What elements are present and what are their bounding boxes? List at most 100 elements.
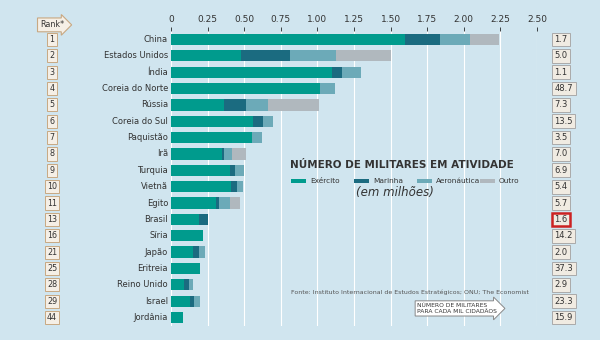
Bar — [171, 116, 253, 127]
Bar — [231, 181, 237, 192]
Bar — [342, 67, 361, 78]
Bar — [171, 295, 190, 307]
Text: Outro: Outro — [499, 178, 520, 184]
Text: 28: 28 — [47, 280, 57, 289]
Text: NÚMERO DE MILITARES EM ATIVIDADE: NÚMERO DE MILITARES EM ATIVIDADE — [290, 160, 514, 170]
Text: 13.5: 13.5 — [554, 117, 573, 126]
Bar — [290, 50, 337, 62]
Text: 15.9: 15.9 — [554, 313, 573, 322]
Text: Reino Unido: Reino Unido — [118, 280, 168, 289]
Text: Israel: Israel — [145, 296, 168, 306]
Text: 44: 44 — [47, 313, 57, 322]
Bar — [230, 165, 235, 176]
Text: (em milhões): (em milhões) — [356, 186, 434, 199]
Bar — [171, 181, 231, 192]
Text: 5: 5 — [49, 100, 55, 109]
Text: 2.9: 2.9 — [554, 280, 568, 289]
Text: NÚMERO DE MILITARES
PARA CADA MIL CIDADÃOS: NÚMERO DE MILITARES PARA CADA MIL CIDADÃ… — [417, 303, 497, 314]
Bar — [171, 263, 200, 274]
Bar — [217, 198, 220, 208]
Text: Rússia: Rússia — [141, 100, 168, 109]
Text: 10: 10 — [47, 182, 57, 191]
Text: 3.5: 3.5 — [554, 133, 568, 142]
Text: Exército: Exército — [310, 178, 340, 184]
Bar — [222, 149, 224, 159]
Bar — [171, 246, 193, 258]
Text: 48.7: 48.7 — [554, 84, 573, 93]
Text: 7.3: 7.3 — [554, 100, 568, 109]
Text: 2.0: 2.0 — [554, 248, 568, 257]
Text: Jordânia: Jordânia — [134, 313, 168, 322]
Bar — [480, 179, 494, 183]
Bar — [263, 116, 274, 127]
Text: 6: 6 — [49, 117, 55, 126]
Text: 5.7: 5.7 — [554, 199, 568, 207]
Text: Coreia do Norte: Coreia do Norte — [101, 84, 168, 93]
Text: 1.6: 1.6 — [554, 215, 568, 224]
Text: Egito: Egito — [146, 199, 168, 207]
Text: Vietnã: Vietnã — [141, 182, 168, 191]
Bar — [224, 99, 245, 110]
Text: Eritreia: Eritreia — [137, 264, 168, 273]
Bar — [470, 34, 499, 45]
Text: 2: 2 — [49, 51, 55, 61]
Bar — [235, 165, 244, 176]
Text: 13: 13 — [47, 215, 57, 224]
Text: 1.1: 1.1 — [554, 68, 568, 77]
Bar — [417, 179, 431, 183]
Bar — [251, 132, 262, 143]
Text: Irã: Irã — [157, 150, 168, 158]
Text: Japão: Japão — [145, 248, 168, 257]
Bar — [268, 99, 319, 110]
Text: 5.0: 5.0 — [554, 51, 568, 61]
Text: Índia: Índia — [147, 68, 168, 77]
Bar — [405, 34, 440, 45]
Bar — [230, 198, 240, 208]
Text: Rank*: Rank* — [40, 20, 64, 29]
Text: 1: 1 — [49, 35, 55, 44]
Bar — [245, 99, 268, 110]
Bar — [199, 246, 205, 258]
Bar — [171, 165, 230, 176]
Bar — [220, 198, 230, 208]
Bar — [320, 83, 335, 94]
Bar — [354, 179, 368, 183]
Bar — [241, 50, 290, 62]
Bar — [237, 181, 243, 192]
Bar — [171, 214, 199, 225]
Bar — [253, 116, 263, 127]
Text: 37.3: 37.3 — [554, 264, 574, 273]
Text: 4: 4 — [49, 84, 55, 93]
Text: Marinha: Marinha — [373, 178, 403, 184]
Text: 29: 29 — [47, 296, 57, 306]
Bar — [171, 50, 241, 62]
Bar — [171, 99, 224, 110]
Bar — [171, 230, 203, 241]
Bar — [171, 34, 405, 45]
Bar — [440, 34, 470, 45]
Text: 3: 3 — [49, 68, 55, 77]
Text: Aeronáutica: Aeronáutica — [436, 178, 480, 184]
Bar — [337, 50, 391, 62]
Text: 11: 11 — [47, 199, 57, 207]
Text: 1.7: 1.7 — [554, 35, 568, 44]
Bar — [171, 312, 183, 323]
Text: Síria: Síria — [149, 231, 168, 240]
Bar — [184, 279, 188, 290]
Bar — [171, 198, 217, 208]
Bar — [171, 83, 320, 94]
Text: Brasil: Brasil — [145, 215, 168, 224]
Text: Turquia: Turquia — [137, 166, 168, 175]
Bar — [188, 279, 193, 290]
Text: China: China — [144, 35, 168, 44]
Text: 7.0: 7.0 — [554, 150, 568, 158]
Text: 14.2: 14.2 — [554, 231, 573, 240]
Text: 16: 16 — [47, 231, 57, 240]
Bar — [171, 279, 184, 290]
Text: 5.4: 5.4 — [554, 182, 568, 191]
Text: Paquistão: Paquistão — [127, 133, 168, 142]
Text: 6.9: 6.9 — [554, 166, 568, 175]
Bar — [199, 214, 208, 225]
Text: 7: 7 — [49, 133, 55, 142]
Text: 23.3: 23.3 — [554, 296, 573, 306]
